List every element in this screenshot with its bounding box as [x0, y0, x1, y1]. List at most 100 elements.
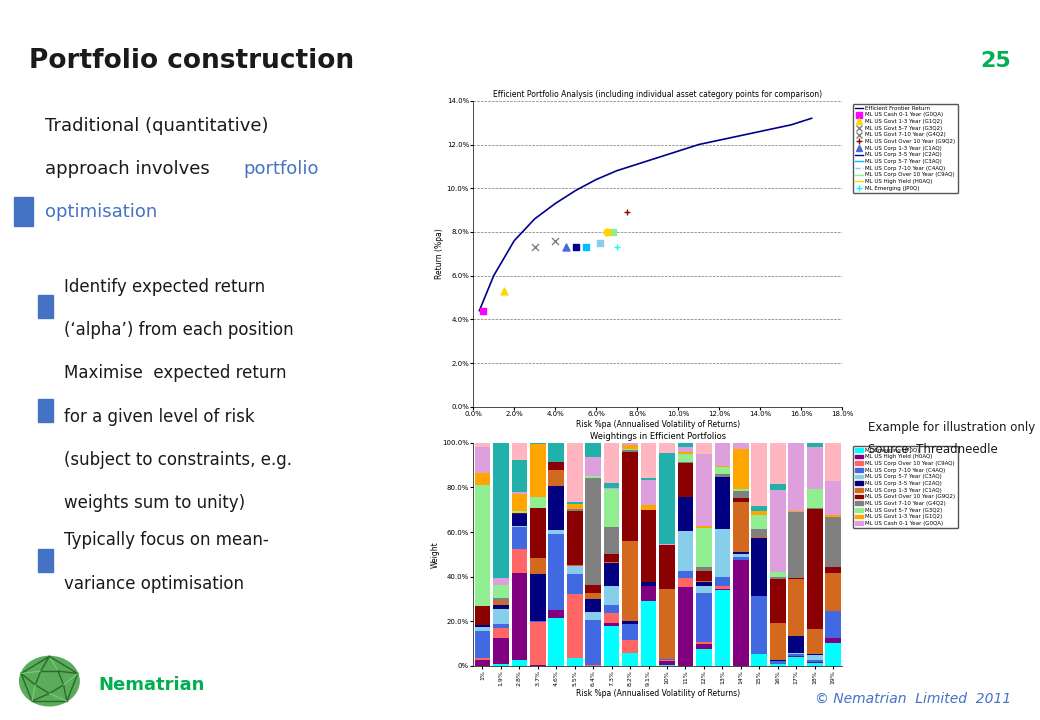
- Bar: [37, 399, 53, 422]
- Bar: [788, 443, 804, 511]
- Bar: [788, 654, 804, 656]
- Bar: [696, 642, 711, 644]
- Bar: [788, 657, 804, 666]
- Point: [568, 241, 584, 253]
- Bar: [474, 443, 490, 446]
- Bar: [548, 531, 564, 534]
- Bar: [512, 660, 527, 666]
- Bar: [752, 443, 768, 505]
- Bar: [586, 600, 601, 612]
- Bar: [586, 476, 601, 478]
- Bar: [788, 579, 804, 636]
- Bar: [807, 489, 823, 508]
- Bar: [622, 621, 638, 624]
- Bar: [659, 544, 675, 589]
- Bar: [604, 554, 620, 562]
- Bar: [512, 549, 527, 572]
- Bar: [548, 486, 564, 531]
- Legend: Efficient Frontier Return, ML US Cash 0-1 Year (G0QA), ML US Govt 1-3 Year (G1Q2: Efficient Frontier Return, ML US Cash 0-…: [853, 104, 958, 193]
- Bar: [474, 606, 490, 625]
- Bar: [474, 658, 490, 660]
- Bar: [641, 505, 656, 510]
- Bar: [530, 558, 546, 574]
- Bar: [474, 625, 490, 627]
- Bar: [548, 470, 564, 486]
- Bar: [15, 197, 33, 226]
- Text: © Nematrian  Limited  2011: © Nematrian Limited 2011: [814, 691, 1011, 706]
- Title: Efficient Portfolio Analysis (including individual asset category points for com: Efficient Portfolio Analysis (including …: [493, 89, 823, 99]
- Bar: [733, 552, 749, 554]
- Bar: [548, 443, 564, 462]
- Bar: [622, 653, 638, 666]
- Bar: [474, 660, 490, 666]
- Text: (subject to constraints, e.g.: (subject to constraints, e.g.: [63, 451, 292, 469]
- Bar: [567, 658, 582, 666]
- Text: Nematrian: Nematrian: [99, 677, 205, 694]
- Bar: [622, 640, 638, 653]
- Bar: [807, 662, 823, 666]
- Bar: [733, 554, 749, 557]
- Bar: [622, 443, 638, 445]
- Bar: [512, 492, 527, 495]
- Bar: [678, 454, 694, 462]
- Bar: [567, 504, 582, 509]
- Bar: [512, 572, 527, 660]
- Bar: [733, 498, 749, 502]
- Bar: [567, 566, 582, 574]
- Bar: [37, 295, 53, 318]
- Bar: [493, 443, 509, 577]
- Bar: [733, 557, 749, 560]
- Bar: [770, 490, 785, 572]
- Bar: [696, 593, 711, 642]
- Point: [547, 235, 564, 246]
- Bar: [493, 598, 509, 601]
- Text: (‘alpha’) from each position: (‘alpha’) from each position: [63, 321, 293, 339]
- Bar: [678, 447, 694, 452]
- Bar: [530, 497, 546, 508]
- Bar: [604, 586, 620, 605]
- Point: [526, 241, 543, 253]
- Bar: [714, 474, 730, 477]
- Bar: [641, 443, 656, 478]
- Bar: [604, 489, 620, 528]
- Bar: [567, 593, 582, 658]
- Bar: [548, 462, 564, 470]
- Bar: [567, 510, 582, 511]
- Bar: [512, 513, 527, 514]
- Bar: [696, 644, 711, 649]
- Bar: [678, 587, 694, 666]
- Bar: [548, 534, 564, 611]
- Title: Weightings in Efficient Portfolios: Weightings in Efficient Portfolios: [590, 431, 726, 441]
- Bar: [586, 457, 601, 476]
- Bar: [696, 526, 711, 528]
- Bar: [530, 508, 546, 558]
- Bar: [733, 449, 749, 489]
- Bar: [714, 577, 730, 586]
- Bar: [678, 498, 694, 531]
- Bar: [696, 581, 711, 582]
- Bar: [807, 629, 823, 654]
- Bar: [641, 510, 656, 582]
- Bar: [696, 454, 711, 526]
- Bar: [770, 579, 785, 624]
- Bar: [770, 577, 785, 579]
- Bar: [659, 454, 675, 544]
- Bar: [567, 574, 582, 593]
- Bar: [714, 477, 730, 529]
- Bar: [826, 638, 841, 643]
- Bar: [530, 444, 546, 497]
- Bar: [604, 443, 620, 483]
- Bar: [474, 485, 490, 606]
- Bar: [807, 447, 823, 489]
- Bar: [512, 495, 527, 511]
- Bar: [770, 664, 785, 666]
- Bar: [733, 491, 749, 498]
- Point: [557, 241, 574, 253]
- Bar: [733, 502, 749, 552]
- Bar: [807, 508, 823, 629]
- Bar: [604, 613, 620, 624]
- Point: [608, 241, 625, 253]
- Circle shape: [20, 657, 79, 706]
- Bar: [752, 654, 768, 666]
- Bar: [37, 549, 53, 572]
